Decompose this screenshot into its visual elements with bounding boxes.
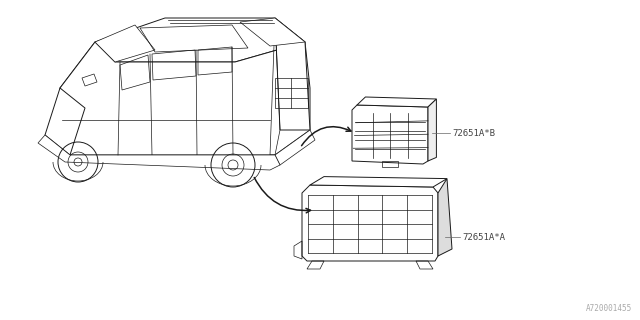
Polygon shape — [352, 105, 428, 164]
Polygon shape — [38, 135, 280, 170]
Polygon shape — [45, 88, 85, 155]
Polygon shape — [60, 42, 310, 155]
Polygon shape — [428, 99, 436, 161]
Polygon shape — [82, 74, 97, 86]
Text: A720001455: A720001455 — [586, 304, 632, 313]
Polygon shape — [310, 177, 447, 187]
Polygon shape — [240, 18, 305, 46]
Polygon shape — [302, 185, 438, 261]
Polygon shape — [438, 179, 452, 256]
Polygon shape — [275, 18, 310, 130]
Polygon shape — [60, 42, 115, 108]
Polygon shape — [95, 25, 155, 62]
Polygon shape — [275, 130, 315, 165]
Polygon shape — [95, 18, 305, 62]
Text: 72651A*A: 72651A*A — [462, 233, 505, 242]
Text: 72651A*B: 72651A*B — [452, 129, 495, 138]
Polygon shape — [357, 97, 436, 107]
